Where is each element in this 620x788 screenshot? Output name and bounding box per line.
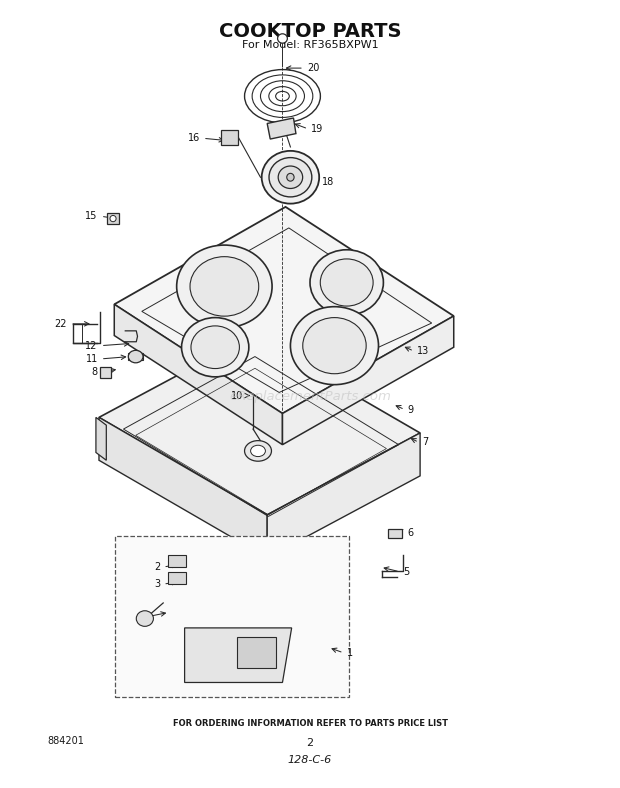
Text: 19: 19 — [311, 124, 324, 134]
Text: 6: 6 — [408, 528, 414, 537]
Text: 5: 5 — [403, 567, 409, 577]
FancyBboxPatch shape — [237, 637, 277, 668]
Text: FOR ORDERING INFORMATION REFER TO PARTS PRICE LIST: FOR ORDERING INFORMATION REFER TO PARTS … — [172, 719, 448, 727]
Text: For Model: RF365BXPW1: For Model: RF365BXPW1 — [242, 40, 378, 50]
Text: 4: 4 — [141, 611, 147, 621]
Polygon shape — [99, 418, 267, 558]
Polygon shape — [267, 433, 420, 558]
Ellipse shape — [278, 34, 287, 43]
Ellipse shape — [290, 307, 378, 385]
Ellipse shape — [182, 318, 249, 377]
Text: 16: 16 — [188, 133, 200, 143]
Text: 2: 2 — [306, 738, 314, 748]
FancyBboxPatch shape — [168, 555, 187, 567]
Ellipse shape — [190, 257, 259, 316]
Text: 1: 1 — [347, 648, 353, 658]
FancyBboxPatch shape — [388, 529, 402, 538]
Text: 15: 15 — [86, 211, 98, 221]
Ellipse shape — [136, 611, 153, 626]
Text: 2: 2 — [154, 562, 160, 572]
Ellipse shape — [250, 445, 265, 456]
Ellipse shape — [310, 250, 383, 315]
Ellipse shape — [177, 245, 272, 328]
Polygon shape — [96, 418, 106, 460]
Ellipse shape — [191, 326, 239, 369]
Ellipse shape — [128, 351, 143, 362]
Text: 11: 11 — [86, 354, 98, 364]
FancyBboxPatch shape — [168, 572, 187, 584]
Text: 128-C-6: 128-C-6 — [288, 756, 332, 765]
Polygon shape — [283, 316, 454, 444]
Ellipse shape — [244, 440, 272, 461]
Polygon shape — [114, 304, 283, 444]
Text: 3: 3 — [154, 579, 160, 589]
Polygon shape — [114, 207, 454, 414]
Text: 12: 12 — [86, 340, 98, 351]
Text: 18: 18 — [322, 177, 334, 187]
Text: 8: 8 — [92, 367, 98, 377]
Polygon shape — [267, 118, 296, 139]
Text: 7: 7 — [422, 437, 428, 448]
Ellipse shape — [278, 166, 303, 188]
FancyBboxPatch shape — [107, 213, 119, 224]
Text: 10: 10 — [231, 391, 242, 400]
Ellipse shape — [262, 151, 319, 203]
Text: 20: 20 — [307, 63, 319, 73]
Polygon shape — [99, 336, 420, 515]
Text: 13: 13 — [417, 346, 429, 356]
Ellipse shape — [303, 318, 366, 374]
Ellipse shape — [110, 215, 116, 221]
Ellipse shape — [287, 173, 294, 181]
Text: 9: 9 — [408, 404, 414, 414]
Text: eReplacementParts.com: eReplacementParts.com — [229, 390, 391, 403]
FancyBboxPatch shape — [221, 131, 239, 144]
Text: 884201: 884201 — [47, 736, 84, 746]
Text: 22: 22 — [55, 319, 67, 329]
FancyBboxPatch shape — [115, 536, 348, 697]
Ellipse shape — [269, 158, 312, 197]
Polygon shape — [100, 366, 111, 378]
Ellipse shape — [321, 259, 373, 306]
Polygon shape — [185, 628, 291, 682]
FancyBboxPatch shape — [128, 354, 143, 359]
Text: COOKTOP PARTS: COOKTOP PARTS — [219, 22, 401, 41]
